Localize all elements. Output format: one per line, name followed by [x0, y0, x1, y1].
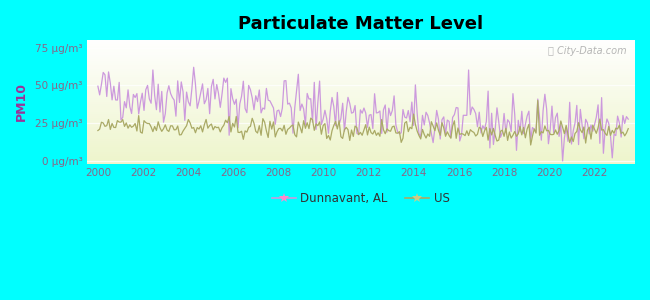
Bar: [86, 123, 635, 125]
Bar: [86, 75, 635, 77]
Bar: [86, 149, 635, 152]
Bar: [86, 77, 635, 79]
Bar: [86, 121, 635, 123]
Bar: [86, 81, 635, 83]
Bar: [86, 106, 635, 108]
Bar: [86, 59, 635, 61]
Bar: [86, 114, 635, 116]
Bar: [86, 141, 635, 143]
Bar: [86, 50, 635, 52]
Bar: [86, 135, 635, 137]
Bar: [86, 137, 635, 139]
Bar: [86, 158, 635, 160]
Bar: [86, 79, 635, 81]
Bar: [86, 154, 635, 156]
Bar: [86, 63, 635, 65]
Bar: [86, 152, 635, 154]
Bar: [86, 145, 635, 147]
Bar: [86, 139, 635, 141]
Bar: [86, 104, 635, 106]
Bar: [86, 40, 635, 42]
Bar: [86, 129, 635, 131]
Bar: [86, 131, 635, 133]
Bar: [86, 85, 635, 88]
Bar: [86, 55, 635, 57]
Bar: [86, 48, 635, 50]
Bar: [86, 147, 635, 149]
Bar: [86, 125, 635, 127]
Bar: [86, 160, 635, 162]
Bar: [86, 143, 635, 145]
Bar: [86, 112, 635, 114]
Legend: Dunnavant, AL, US: Dunnavant, AL, US: [267, 188, 454, 210]
Bar: [86, 96, 635, 98]
Bar: [86, 92, 635, 94]
Bar: [86, 46, 635, 48]
Bar: [86, 67, 635, 69]
Bar: [86, 100, 635, 102]
Bar: [86, 52, 635, 55]
Bar: [86, 94, 635, 96]
Bar: [86, 116, 635, 119]
Text: ⓘ City-Data.com: ⓘ City-Data.com: [548, 46, 627, 56]
Y-axis label: PM10: PM10: [15, 82, 28, 122]
Bar: [86, 108, 635, 110]
Bar: [86, 42, 635, 44]
Title: Particulate Matter Level: Particulate Matter Level: [239, 15, 484, 33]
Bar: [86, 73, 635, 75]
Bar: [86, 83, 635, 85]
Bar: [86, 133, 635, 135]
Bar: [86, 44, 635, 46]
Bar: [86, 61, 635, 63]
Bar: [86, 57, 635, 59]
Bar: [86, 88, 635, 90]
Bar: [86, 90, 635, 92]
Bar: [86, 110, 635, 112]
Bar: [86, 118, 635, 121]
Bar: [86, 69, 635, 71]
Bar: [86, 162, 635, 164]
Bar: [86, 156, 635, 158]
Bar: [86, 102, 635, 104]
Bar: [86, 127, 635, 129]
Bar: [86, 71, 635, 73]
Bar: [86, 98, 635, 100]
Bar: [86, 65, 635, 67]
